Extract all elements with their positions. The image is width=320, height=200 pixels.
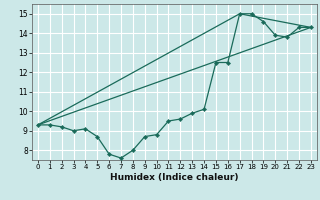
X-axis label: Humidex (Indice chaleur): Humidex (Indice chaleur) <box>110 173 239 182</box>
